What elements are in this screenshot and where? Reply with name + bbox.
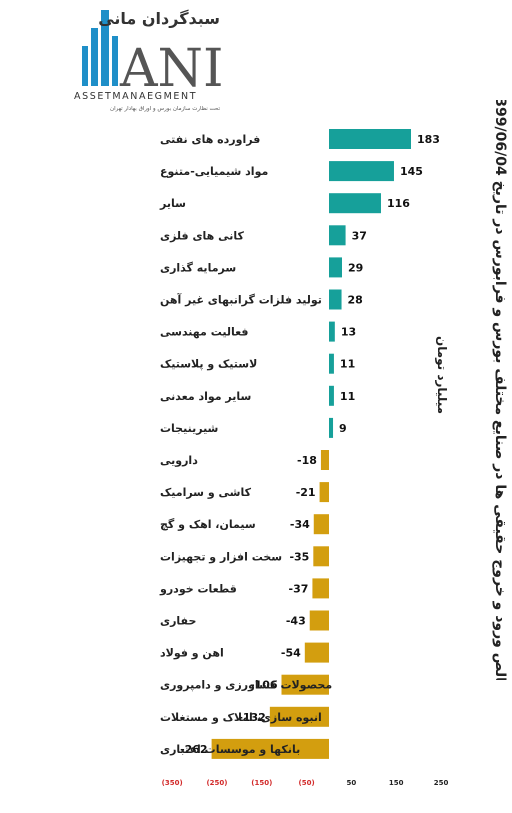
x-tick-label: (50)	[299, 779, 315, 787]
x-tick-label: (150)	[251, 779, 272, 787]
x-tick-label: 50	[347, 779, 357, 787]
value-label: 37	[352, 229, 367, 242]
logo-tagline: تحت نظارت سازمان بورس و اوراق بهادار تهر…	[110, 106, 220, 112]
category-label: اهن و فولاد	[160, 647, 224, 660]
bar	[313, 514, 329, 535]
value-label: -132	[238, 711, 266, 724]
category-label: بانکها و موسسات اعتباری	[160, 743, 300, 756]
category-label: حفاری	[160, 615, 196, 628]
bar	[312, 578, 329, 599]
bar	[329, 257, 342, 278]
category-label: قطعات خودرو	[159, 582, 237, 595]
value-label: -43	[286, 615, 306, 628]
y-axis-label-text: میلیارد تومان	[434, 336, 449, 414]
value-label: -34	[290, 518, 310, 531]
bar	[320, 450, 329, 470]
bar	[329, 385, 334, 406]
x-tick-label: (250)	[206, 779, 227, 787]
bar	[329, 321, 335, 342]
value-label: -35	[289, 550, 309, 563]
category-label: سخت افزار و تجهیزات	[160, 550, 282, 563]
bars-group	[211, 129, 411, 759]
bar	[269, 706, 329, 727]
bar	[309, 610, 329, 631]
category-label: تولید فلزات گرانبهای غیر آهن	[160, 293, 322, 307]
logo-brand-fa: سبدگردان مانی	[98, 9, 220, 28]
value-label: -54	[281, 647, 301, 660]
category-label: سیمان، اهک و گچ	[160, 518, 256, 531]
value-label: -106	[250, 679, 278, 692]
value-label: 116	[387, 197, 410, 210]
category-label: سایر مواد معدنی	[160, 390, 251, 403]
bar	[211, 738, 329, 759]
x-tick-label: (350)	[162, 779, 183, 787]
category-label: سرمایه گذاری	[160, 261, 236, 274]
value-label: 28	[348, 294, 363, 307]
bar	[329, 417, 334, 438]
logo-towers-icon	[82, 10, 118, 86]
bar	[281, 674, 329, 695]
value-label: 183	[417, 133, 440, 146]
x-tick-label: 150	[389, 779, 404, 787]
x-tick-label: 250	[434, 779, 449, 787]
bar	[329, 129, 411, 149]
category-label: کانی های فلزی	[160, 229, 245, 242]
x-axis-ticks-group: (350) (250) (150) (50) 50 150 250	[162, 779, 449, 787]
bar	[329, 193, 381, 214]
value-label: -262	[180, 743, 208, 756]
bar	[319, 482, 329, 503]
category-label: انبوه سازی، املاک و مستغلات	[160, 711, 322, 724]
bar	[329, 161, 394, 182]
bar	[329, 289, 342, 310]
category-label: شیرینیجات	[160, 422, 218, 435]
category-label: فراورده های نفتی	[160, 133, 260, 146]
value-label: -37	[289, 582, 309, 595]
category-label: مواد شیمیایی-متنوع	[160, 165, 268, 178]
category-label: سایر	[159, 197, 186, 210]
bar	[329, 353, 334, 374]
category-labels-group: فراورده های نفتی مواد شیمیایی-متنوع سایر کا…	[159, 133, 332, 756]
value-labels-group: 183 145 116 37 29 28 13 11 11 9 -18 -21 -34 -35 -37 -43…	[180, 133, 440, 756]
bar	[313, 546, 329, 567]
category-label: دارویی	[160, 454, 198, 467]
chart-title: خالص ورود و خروج حقیقی ها در صنایع مختلف…	[492, 100, 508, 680]
y-axis-label: میلیارد تومان	[434, 336, 449, 414]
value-label: 11	[340, 358, 355, 371]
mani-logo: سبدگردان مانی ANI ASSETMANAEGMENT تحت نظ…	[74, 9, 224, 112]
category-label: فعالیت مهندسی	[160, 326, 249, 339]
value-label: 9	[339, 422, 347, 435]
value-label: -21	[296, 486, 316, 499]
category-label: محصولات کشاورزی و دامپروری	[160, 679, 332, 692]
bar	[329, 225, 346, 246]
category-label: لاستیک و پلاستیک	[160, 358, 257, 371]
category-label: کاشی و سرامیک	[160, 486, 252, 499]
value-label: 145	[400, 165, 423, 178]
bar	[304, 642, 329, 663]
value-label: 29	[348, 261, 363, 274]
logo-subtitle: ASSETMANAEGMENT	[74, 91, 197, 102]
chart-title-text: خالص ورود و خروج حقیقی ها در صنایع مختلف…	[492, 100, 508, 680]
value-label: -18	[297, 454, 317, 467]
value-label: 13	[341, 326, 356, 339]
logo-wordmark: ANI	[119, 39, 224, 99]
value-label: 11	[340, 390, 355, 403]
